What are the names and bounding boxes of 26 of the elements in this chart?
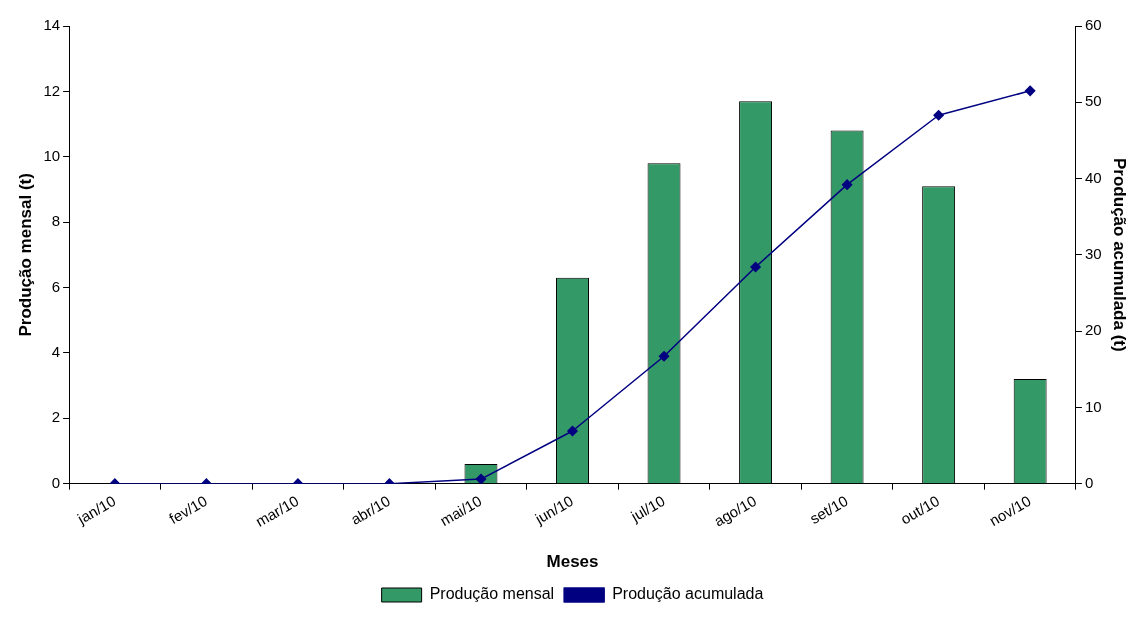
- y2-tick-label: 20: [1084, 321, 1102, 339]
- y-tick-label: 2: [51, 408, 61, 426]
- point: [750, 261, 761, 273]
- y-tick-label: 10: [43, 146, 61, 164]
- y-tick-label: 8: [51, 212, 61, 230]
- y2-tick-label: 0: [1084, 473, 1094, 491]
- y2-tick-label: 10: [1084, 397, 1102, 415]
- y-tick-label: 6: [51, 277, 61, 295]
- legend-label: Produção acumulada: [612, 585, 764, 603]
- point: [658, 351, 670, 362]
- y-tick-label: 12: [43, 81, 61, 99]
- point: [1024, 85, 1036, 97]
- y2-tick-label: 40: [1084, 168, 1102, 186]
- y-axis-title: Produção mensal (t): [15, 173, 35, 337]
- point: [567, 425, 578, 437]
- y2-axis-title: Produção acumulada (t): [1110, 158, 1130, 352]
- y-tick-label: 4: [51, 343, 61, 361]
- x-axis-title: Meses: [546, 552, 599, 572]
- y2-tick-label: 30: [1084, 244, 1102, 262]
- point: [841, 179, 853, 190]
- point: [933, 110, 944, 121]
- y2-tick-label: 50: [1084, 92, 1102, 110]
- y2-tick-label: 60: [1084, 16, 1102, 34]
- y-tick-label: 14: [43, 16, 61, 34]
- y-tick-label: 0: [51, 473, 61, 491]
- legend-label: Produção mensal: [429, 585, 555, 603]
